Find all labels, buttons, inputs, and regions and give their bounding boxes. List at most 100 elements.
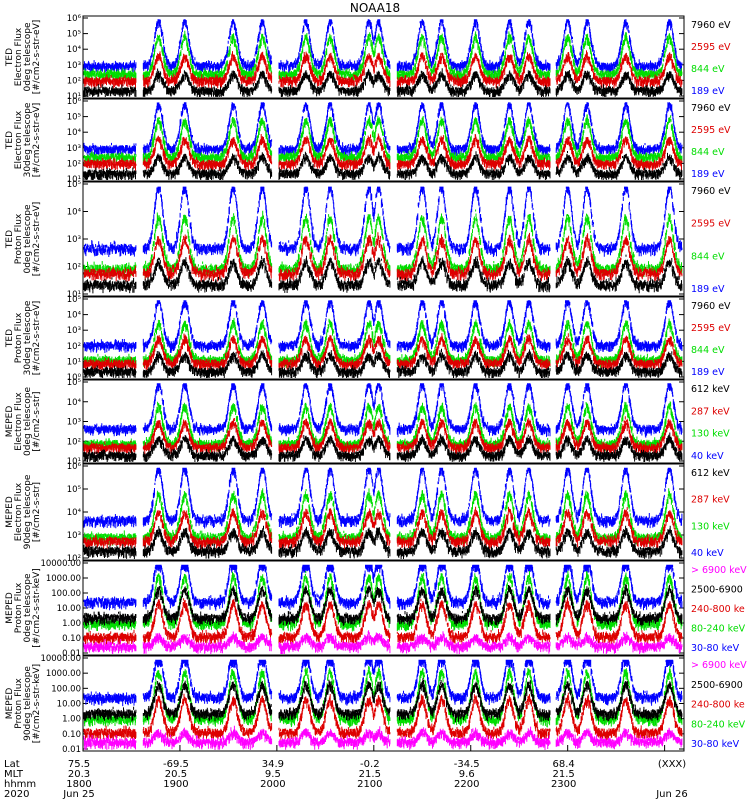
footer-value: 2100 (357, 779, 382, 790)
y-tick-label: 10⁵ (67, 295, 81, 305)
footer-value: (XXX) (658, 759, 686, 770)
y-tick-label: 10³ (67, 61, 81, 71)
series-trace (83, 300, 683, 354)
series-trace (83, 50, 683, 90)
panel-frame (82, 98, 685, 182)
y-tick-label: 10³ (67, 418, 81, 428)
legend-entry: 2595 eV (691, 219, 731, 230)
series-trace (83, 186, 683, 257)
series-trace (83, 659, 683, 707)
footer-value: 1900 (163, 779, 188, 790)
y-tick-label: 1000.00 (46, 669, 81, 679)
footer-value: 75.5 (68, 759, 90, 770)
legend-entry: 30-80 keV (691, 739, 740, 750)
legend-entry: 130 keV (691, 521, 730, 532)
y-axis-label: 0deg telescope (23, 387, 33, 457)
y-axis-label: TED (5, 131, 15, 150)
y-tick-label: 10¹ (67, 92, 81, 102)
y-axis-label: TED (5, 48, 15, 67)
footer-value: 9.5 (265, 769, 281, 780)
series-trace (83, 630, 683, 654)
y-tick-label: 10¹ (67, 290, 81, 300)
panel-1: 10¹ 10² 10³ 10⁴ 10⁵ 10⁶ TED Electron Flux 0deg t… (5, 14, 731, 102)
legend-entry: 2595 eV (691, 42, 731, 53)
y-tick-label: 10⁴ (67, 208, 82, 218)
y-axis-label: [#/cm2-s-str] (32, 482, 42, 542)
y-tick-label: 10¹ (67, 357, 81, 367)
panel-2: 10¹ 10² 10³ 10⁴ 10⁵ 10⁶ TED Electron Flux 30deg … (5, 97, 731, 185)
y-axis-label: 0deg telescope (23, 204, 33, 274)
footer-value: Jun 26 (655, 789, 688, 800)
series-trace (83, 102, 683, 158)
legend-entry: 240-800 ke (691, 604, 745, 615)
series-trace (83, 432, 683, 462)
y-axis-label: [#/cm2-s-str] (32, 391, 42, 451)
y-axis-label: [#/cm2-s-str-eV] (32, 202, 42, 277)
y-tick-label: 1000.00 (46, 574, 81, 584)
chart-title: NOAA18 (349, 1, 401, 15)
series-trace (83, 678, 683, 723)
footer-value: Jun 25 (62, 789, 95, 800)
y-tick-label: 10⁴ (67, 45, 82, 55)
y-tick-label: 10⁰ (67, 373, 82, 383)
y-tick-label: 0.10 (62, 634, 81, 644)
y-axis-label: Electron Flux (14, 27, 24, 86)
series-trace (83, 383, 683, 438)
y-axis-label: Proton Flux (14, 582, 24, 633)
footer-row-label: Lat (4, 759, 20, 770)
legend-entry: 240-800 ke (691, 700, 745, 711)
legend-entry: 844 eV (691, 345, 725, 356)
legend-entry: 40 keV (691, 548, 724, 559)
y-axis-label: Electron Flux (14, 110, 24, 169)
legend-entry: 844 eV (691, 147, 725, 158)
series-trace (83, 525, 683, 559)
series-trace (83, 416, 683, 456)
y-axis-label: [#/cm2-s-str-eV] (32, 103, 42, 178)
series-trace (83, 564, 683, 611)
y-tick-label: 10² (67, 159, 81, 169)
y-tick-label: 0.01 (62, 745, 81, 755)
y-tick-label: 10³ (67, 235, 81, 245)
legend-entry: > 6900 keV (691, 660, 747, 671)
y-tick-label: 10⁶ (67, 97, 82, 107)
legend-entry: 7960 eV (691, 103, 731, 114)
legend-entry: 612 keV (691, 468, 730, 479)
panel-4: 10⁰ 10¹ 10² 10³ 10⁴ 10⁵ TED Proton Flux 30deg te… (5, 295, 731, 383)
y-tick-label: 10² (67, 437, 81, 447)
y-tick-label: 10⁵ (67, 378, 81, 388)
footer-value: 20.3 (68, 769, 90, 780)
y-axis-label: [#/cm2-s-str-keV] (32, 664, 42, 743)
y-tick-label: 10³ (67, 531, 81, 541)
series-trace (83, 597, 683, 646)
y-tick-label: 10² (67, 342, 81, 352)
y-tick-label: 10.00 (57, 700, 81, 710)
y-axis-label: Electron Flux (14, 482, 24, 541)
y-tick-label: 10⁶ (67, 462, 82, 472)
footer-value: 20.5 (165, 769, 187, 780)
legend-entry: 7960 eV (691, 186, 731, 197)
y-axis-label: MEPED (5, 592, 15, 624)
y-tick-label: 10² (67, 263, 81, 273)
y-axis-label: MEPED (5, 406, 15, 438)
footer-value: -0.2 (360, 759, 380, 770)
legend-entry: 189 eV (691, 86, 725, 97)
panel-frame (82, 15, 685, 99)
y-tick-label: 10⁴ (67, 311, 82, 321)
footer-value: 21.5 (553, 769, 575, 780)
footer-row-label: 2020 (4, 789, 29, 800)
series-trace (83, 68, 683, 97)
series-trace (83, 348, 683, 378)
y-tick-label: 10³ (67, 144, 81, 154)
y-axis-label: Proton Flux (14, 213, 24, 264)
y-tick-label: 10¹ (67, 457, 81, 467)
y-tick-label: 10⁵ (67, 113, 81, 123)
footer-value: 21.5 (359, 769, 381, 780)
y-tick-label: 10.00 (57, 604, 81, 614)
y-tick-label: 10⁵ (67, 485, 81, 495)
footer-value: 68.4 (553, 759, 575, 770)
panel-7: 0.01 0.10 1.00 10.00 100.00 1000.00 10000.00 ME… (5, 559, 747, 659)
footer-value: 34.9 (262, 759, 284, 770)
series-trace (83, 506, 683, 550)
legend-entry: 80-240 keV (691, 719, 746, 730)
